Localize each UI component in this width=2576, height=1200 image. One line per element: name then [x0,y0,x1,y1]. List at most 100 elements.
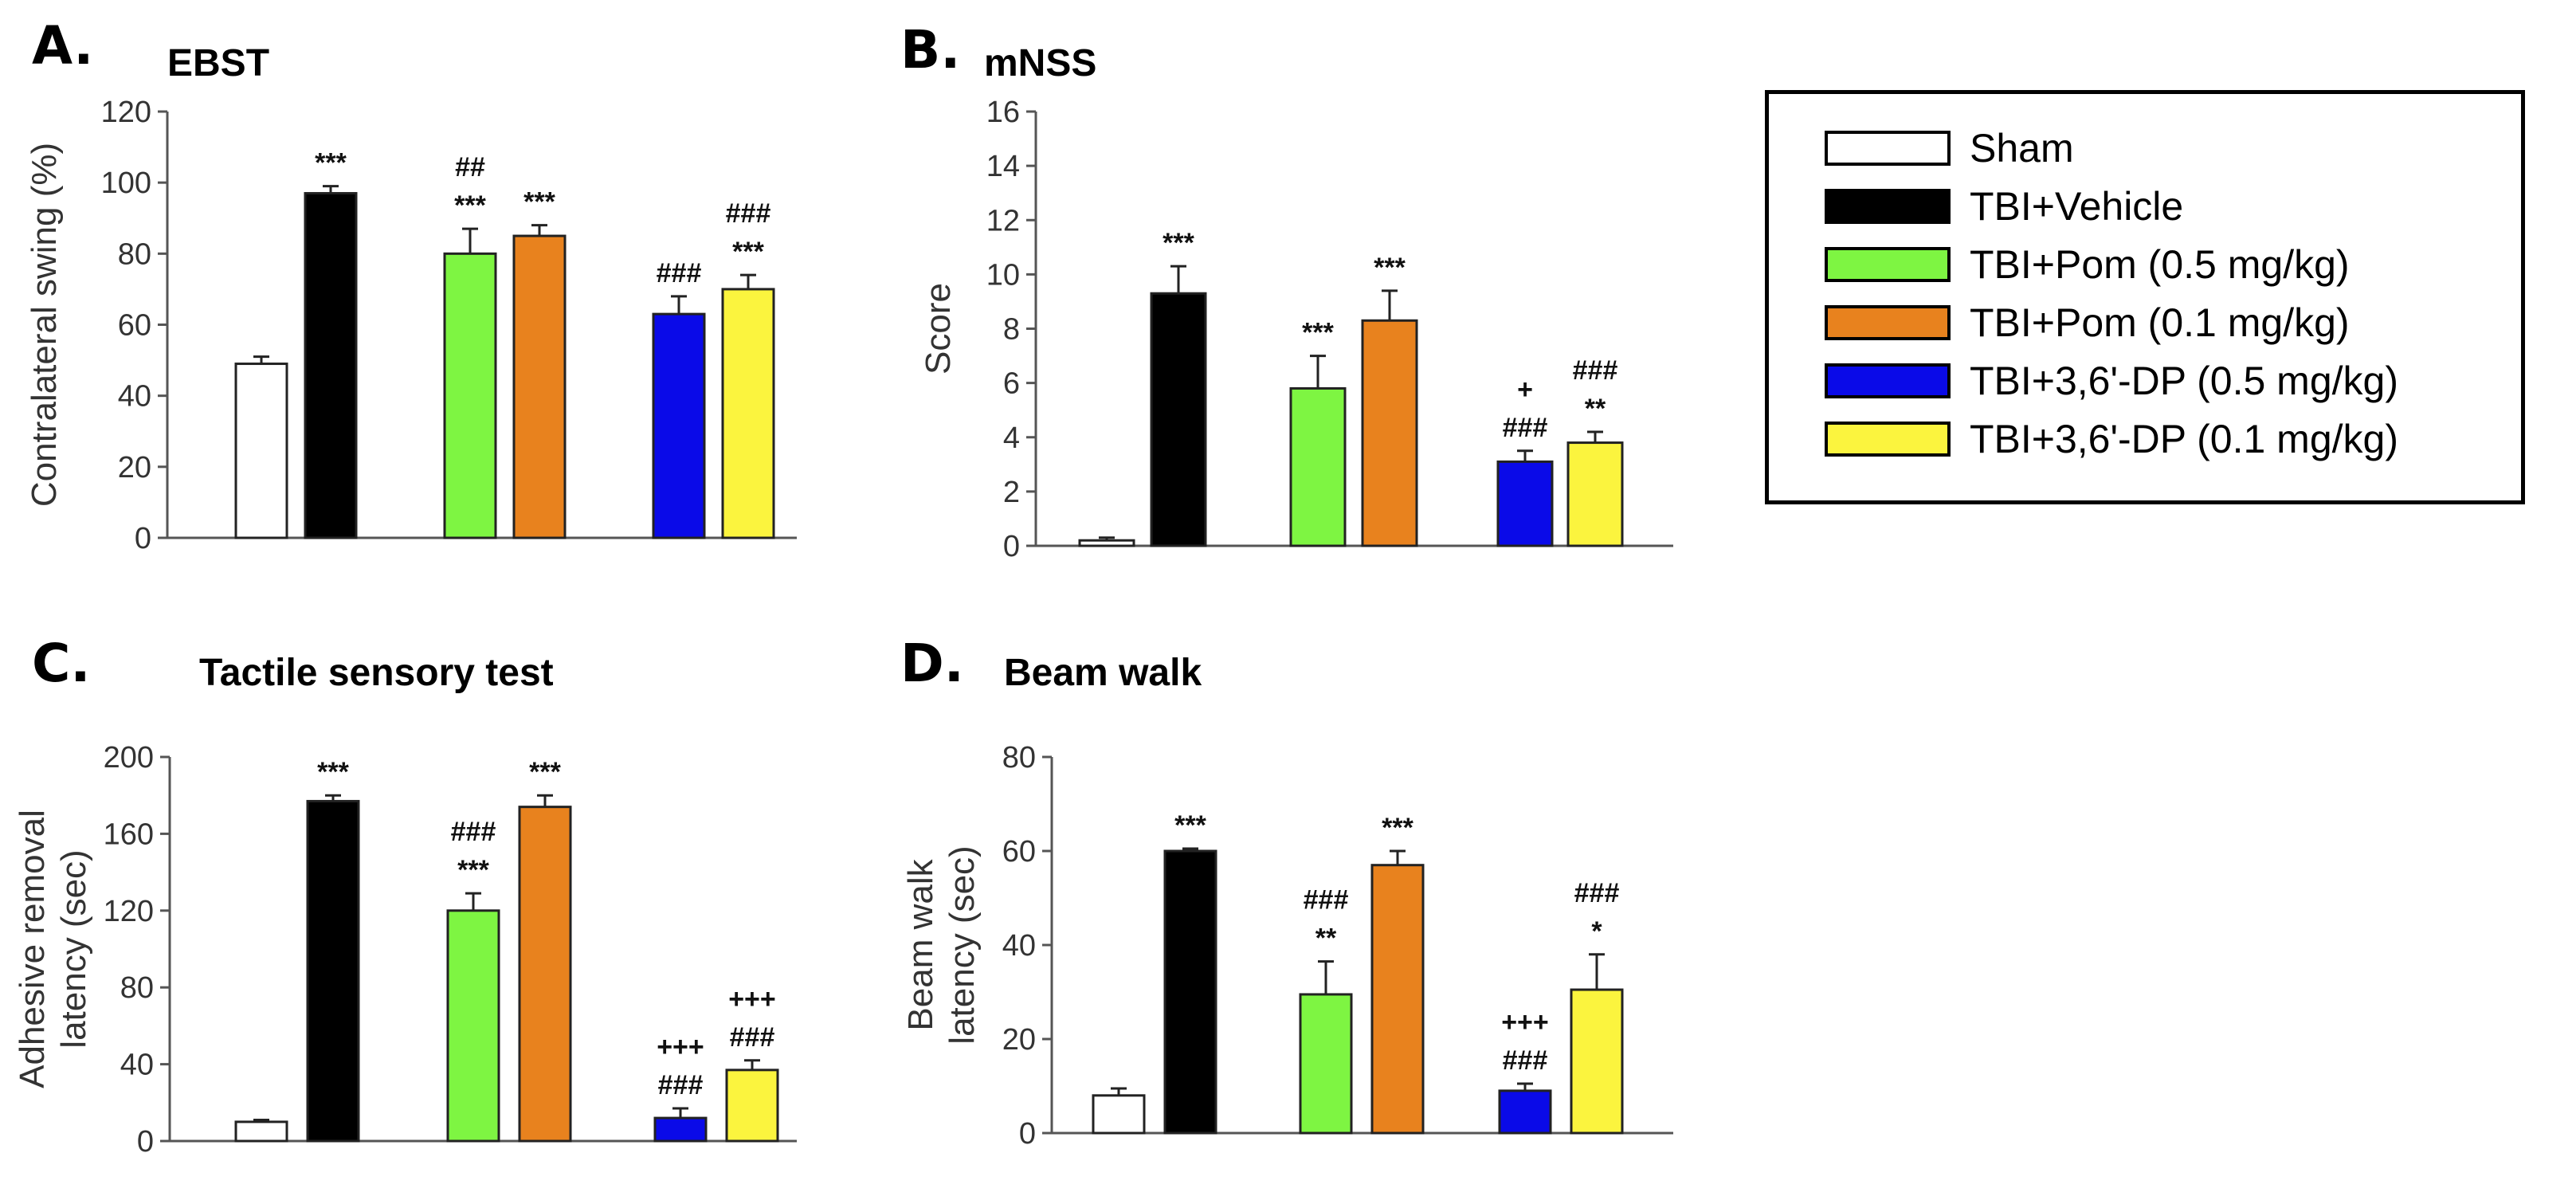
bar [1299,993,1353,1135]
y-axis-label: latency (sec) [943,845,982,1044]
y-tick-label: 16 [986,96,1020,129]
y-tick-label: 120 [101,96,151,129]
chart-panel-b: B. mNSS Score 0 2 4 6 8 10 12 14 16 *** *** *** + ### ###… [876,0,1737,590]
chart-panel-d: D. Beam walk Beam walk latency (sec) 0 20 40 60… [876,614,1737,1200]
significance-label: ### [658,1070,704,1100]
y-tick-label: 2 [1003,476,1020,509]
significance-label: ### [1503,413,1548,443]
significance-label: ### [1503,1045,1548,1076]
y-tick-label: 6 [1003,367,1020,401]
y-tick-label: 60 [1002,835,1036,869]
legend-item-tbi-vehicle: TBI+Vehicle [1825,184,2183,229]
legend-label: Sham [1970,126,2074,171]
y-tick-label: 100 [101,167,151,200]
y-tick-label: 20 [1002,1023,1036,1057]
chart-panel-c: C. Tactile sensory test Adhesive removal la… [0,614,861,1200]
chart-title: Tactile sensory test [199,652,554,694]
significance-label: *** [317,757,349,787]
y-tick-label: 120 [104,895,154,928]
significance-label: *** [1163,228,1194,258]
significance-label: *** [523,187,555,218]
y-tick-label: 60 [118,309,151,343]
legend-swatch [1825,189,1951,224]
y-tick-label: 20 [118,451,151,484]
significance-label: +++ [728,984,776,1014]
bar [652,312,706,539]
panel-letter: A. [32,15,93,76]
legend-item-sham: Sham [1825,126,2074,171]
significance-label: *** [454,190,486,221]
y-tick-label: 80 [118,237,151,271]
legend-item-dp-01: TBI+3,6'-DP (0.1 mg/kg) [1825,417,2398,461]
legend-label: TBI+3,6'-DP (0.5 mg/kg) [1970,359,2398,403]
bar [725,1069,779,1143]
y-tick-label: 0 [1019,1117,1036,1151]
bar [443,252,497,539]
y-tick-label: 0 [137,1125,154,1159]
y-tick-label: 8 [1003,313,1020,347]
bar [1163,849,1217,1135]
significance-label: *** [457,855,489,885]
bar [1092,1094,1146,1135]
significance-label: *** [1382,813,1413,843]
significance-label: *** [732,237,764,267]
bar [1498,1089,1552,1135]
y-axis-label: Beam walk [901,858,940,1030]
y-axis-label: latency (sec) [54,849,93,1048]
significance-label: *** [315,148,347,178]
legend-item-dp-05: TBI+3,6'-DP (0.5 mg/kg) [1825,359,2398,403]
chart-title: mNSS [984,42,1096,84]
chart-ebst: A. EBST Contralateral swing (%) 0 20 40 60 80 10… [25,15,797,555]
legend-label: TBI+3,6'-DP (0.1 mg/kg) [1970,417,2398,461]
legend-swatch [1825,305,1951,340]
significance-label: ### [1573,355,1618,386]
y-tick-label: 40 [1002,929,1036,963]
panel-letter: D. [900,633,964,694]
bar [1370,864,1425,1135]
legend-swatch [1825,131,1951,166]
y-tick-label: 200 [104,741,154,775]
legend-swatch [1825,247,1951,282]
bar [512,234,567,539]
y-tick-label: 40 [118,380,151,414]
significance-label: * [1591,916,1602,947]
y-tick-label: 14 [986,150,1020,183]
bar [1566,441,1624,547]
legend-label: TBI+Pom (0.1 mg/kg) [1970,300,2350,345]
bar [1289,386,1347,547]
significance-label: ## [455,152,485,182]
y-tick-label: 80 [1002,741,1036,775]
legend-item-pom-05: TBI+Pom (0.5 mg/kg) [1825,242,2350,287]
chart-title: Beam walk [1004,652,1202,694]
significance-label: +++ [1501,1007,1549,1037]
legend-item-pom-01: TBI+Pom (0.1 mg/kg) [1825,300,2350,345]
y-tick-label: 80 [120,971,154,1005]
bar [306,799,360,1143]
chart-mnss: B. mNSS Score 0 2 4 6 8 10 12 14 16 *** *** *** + ### ###… [900,19,1673,563]
y-axis-label: Adhesive removal [13,810,52,1088]
significance-label: *** [1174,810,1206,841]
y-tick-label: 160 [104,818,154,851]
chart-title: EBST [167,42,269,84]
y-axis-label: Score [919,283,958,375]
significance-label: ### [726,198,771,229]
bar [1570,988,1624,1135]
legend: Sham TBI+Vehicle TBI+Pom (0.5 mg/kg) TBI… [1765,90,2525,504]
legend-swatch [1825,363,1951,398]
y-tick-label: 0 [1003,530,1020,563]
significance-label: ### [730,1022,775,1053]
y-tick-label: 10 [986,258,1020,292]
bar [1496,460,1554,547]
bar [1150,292,1207,547]
significance-label: ### [451,817,496,847]
bar [1078,539,1135,547]
legend-swatch [1825,422,1951,457]
y-tick-label: 0 [135,522,151,555]
significance-label: ### [1304,885,1349,916]
significance-label: ** [1585,394,1606,424]
significance-label: ### [657,258,702,288]
bar [304,192,358,539]
bar [518,806,572,1143]
chart-tactile-sensory: C. Tactile sensory test Adhesive removal la… [13,633,797,1159]
